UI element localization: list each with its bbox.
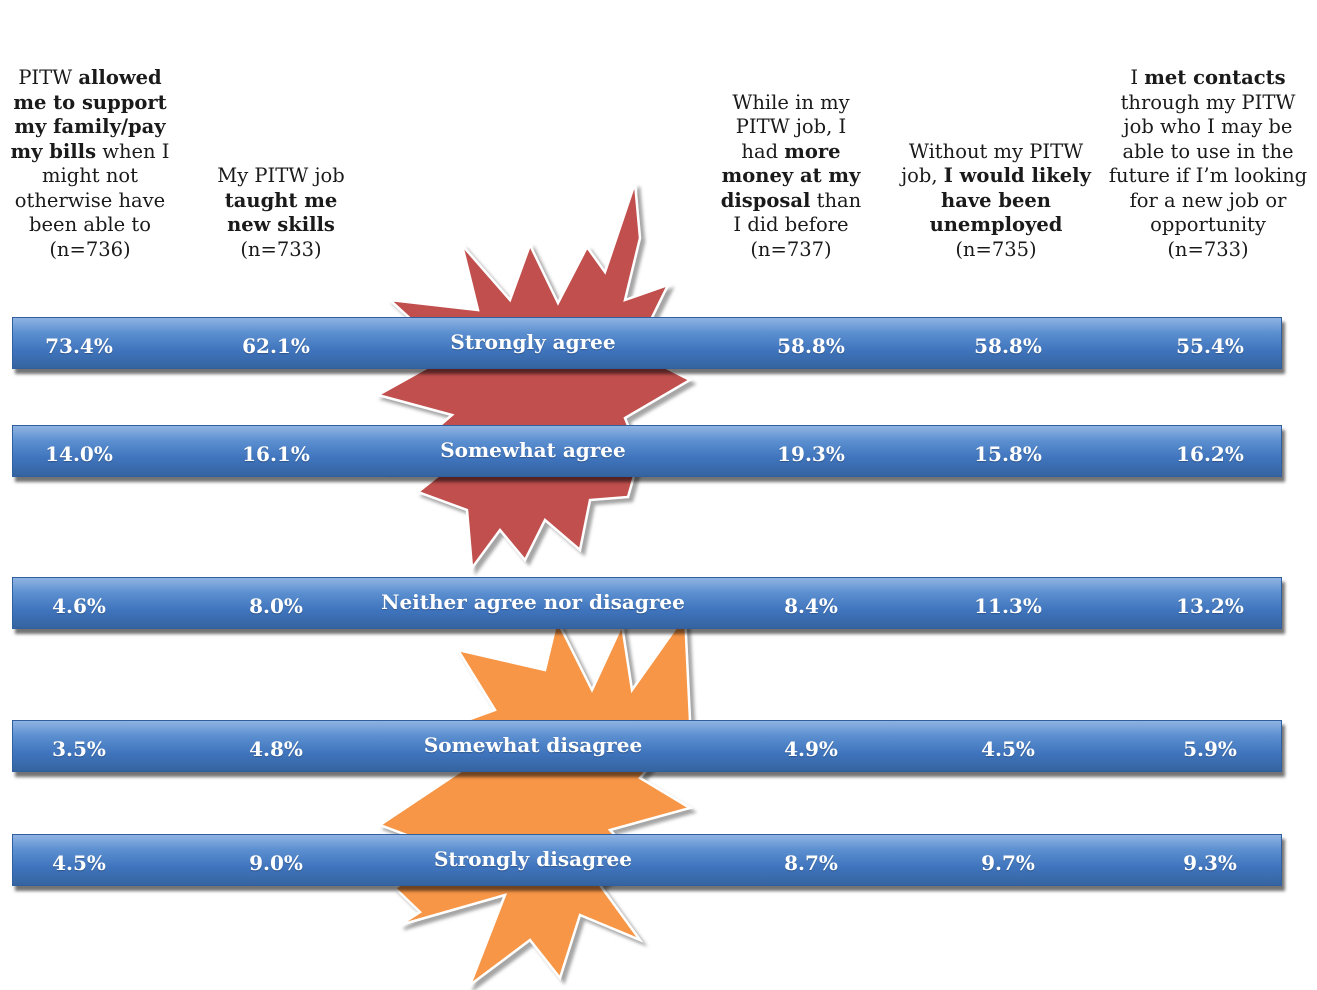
value-cell: 9.0%: [249, 851, 303, 875]
value-cell: 58.8%: [777, 334, 845, 358]
value-cell: 19.3%: [777, 442, 845, 466]
header-text: when I might not otherwise have been abl…: [14, 139, 170, 237]
value-cell: 16.2%: [1176, 442, 1244, 466]
agree-starburst: [374, 182, 693, 572]
value-cell: 8.0%: [249, 594, 303, 618]
response-label: Strongly disagree: [433, 847, 633, 871]
header-bold-text: taught me new skills: [224, 188, 338, 237]
column-header-3: While in my PITW job, I had more money a…: [716, 91, 866, 263]
value-cell: 3.5%: [52, 737, 106, 761]
response-label: Somewhat disagree: [423, 733, 643, 757]
header-text: PITW: [18, 66, 79, 89]
value-cell: 58.8%: [974, 334, 1042, 358]
header-text: through my PITW job who I may be able to…: [1108, 90, 1308, 237]
response-label: Somewhat agree: [440, 438, 626, 462]
header-sample-size: (n=735): [955, 237, 1037, 261]
response-label: Strongly agree: [450, 330, 616, 354]
value-cell: 4.5%: [981, 737, 1035, 761]
response-row-band: [12, 834, 1282, 886]
value-cell: 4.8%: [249, 737, 303, 761]
disagree-starburst: [377, 611, 694, 989]
column-header-2: My PITW job taught me new skills (n=733): [206, 164, 356, 262]
value-cell: 8.4%: [784, 594, 838, 618]
value-cell: 55.4%: [1176, 334, 1244, 358]
response-row-band: [12, 720, 1282, 772]
value-cell: 9.7%: [981, 851, 1035, 875]
value-cell: 13.2%: [1176, 594, 1244, 618]
value-cell: 62.1%: [242, 334, 310, 358]
value-cell: 16.1%: [242, 442, 310, 466]
column-header-4: Without my PITW job, I would likely have…: [896, 140, 1096, 263]
value-cell: 11.3%: [974, 594, 1042, 618]
value-cell: 5.9%: [1183, 737, 1237, 761]
header-bold-text: allowed me to support my family/pay my b…: [10, 66, 167, 163]
value-cell: 73.4%: [45, 334, 113, 358]
header-sample-size: (n=737): [750, 237, 832, 261]
header-text: Without my PITW job,: [901, 139, 1084, 188]
response-row-band: [12, 577, 1282, 629]
header-text: than I did before: [733, 188, 862, 237]
column-header-5: I met contacts through my PITW job who I…: [1108, 66, 1308, 262]
header-bold-text: I would likely have been unemployed: [929, 164, 1091, 236]
value-cell: 4.6%: [52, 594, 106, 618]
header-bold-text: met contacts: [1144, 66, 1286, 89]
header-text: I: [1130, 66, 1145, 89]
value-cell: 4.9%: [784, 737, 838, 761]
value-cell: 15.8%: [974, 442, 1042, 466]
value-cell: 9.3%: [1183, 851, 1237, 875]
response-row-band: [12, 425, 1282, 477]
header-bold-text: more money at my disposal: [720, 139, 861, 212]
value-cell: 14.0%: [45, 442, 113, 466]
header-sample-size: (n=733): [1167, 237, 1249, 261]
response-label: Neither agree nor disagree: [381, 590, 685, 614]
value-cell: 4.5%: [52, 851, 106, 875]
header-sample-size: (n=733): [240, 237, 322, 261]
header-text: My PITW job: [217, 164, 345, 187]
header-sample-size: (n=736): [49, 237, 131, 261]
column-header-1: PITW allowed me to support my family/pay…: [5, 66, 175, 262]
value-cell: 8.7%: [784, 851, 838, 875]
header-text: While in my PITW job, I had: [732, 90, 850, 163]
response-row-band: [12, 317, 1282, 369]
